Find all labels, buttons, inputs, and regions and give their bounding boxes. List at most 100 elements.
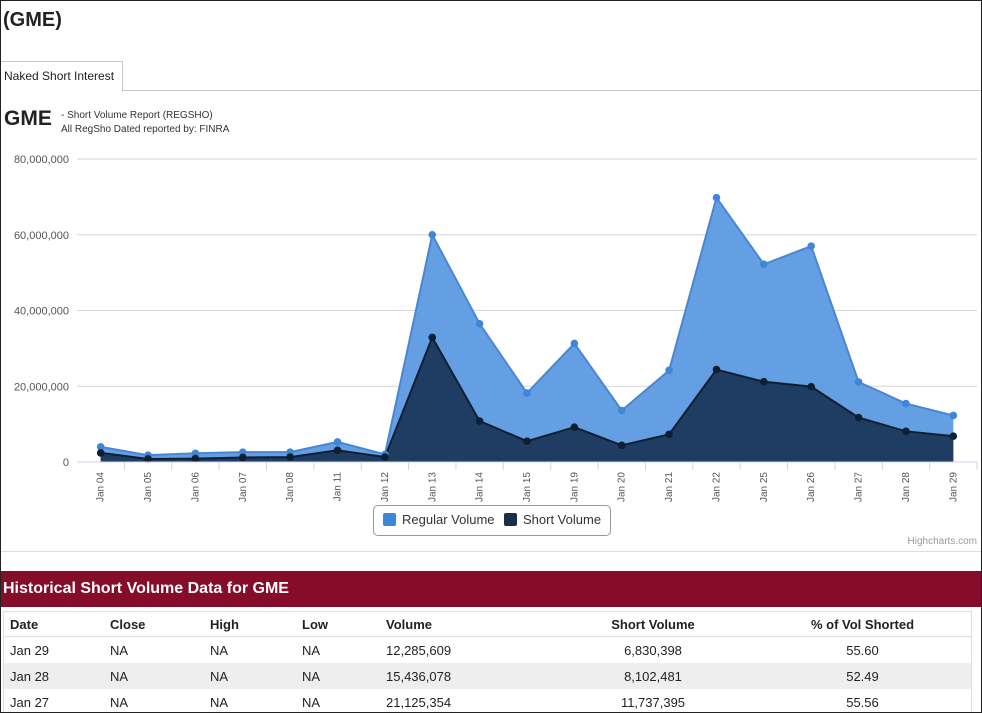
short-volume-point [523,437,531,445]
regular-volume-point [191,449,200,458]
chart-source: All RegSho Dated reported by: FINRA [61,124,230,135]
x-tick-label: Jan 28 [901,472,912,502]
cell-close: NA [110,694,129,710]
y-tick-label: 60,000,000 [14,230,69,242]
x-tick-label: Jan 21 [664,472,675,502]
x-tick-label: Jan 22 [711,472,722,502]
cell-pct-shorted: 52.49 [754,663,971,689]
col-header-high: High [204,612,296,637]
cell-date: Jan 28 [4,663,104,689]
chart-legend: Regular Volume Short Volume [373,505,611,536]
highcharts-credits[interactable]: Highcharts.com [907,536,977,547]
regular-volume-point [238,448,247,456]
cell-date: Jan 29 [10,642,50,658]
regular-volume-point [570,339,579,348]
legend-item-short-volume[interactable]: Short Volume [504,512,601,527]
regular-volume-point [333,438,342,446]
short-volume-point [712,365,721,374]
col-header-date: Date [4,612,104,637]
page-title: (GME) [3,9,62,31]
regular-volume-point [902,399,910,408]
short-volume-area [100,337,954,462]
col-header-volume: Volume [380,612,552,637]
cell-low: NA [296,663,380,689]
regular-volume-point [949,411,958,420]
x-tick-label: Jan 27 [854,472,865,502]
col-header-close: Close [104,612,204,637]
y-tick-label: 80,000,000 [14,154,69,166]
short-volume-point [96,449,105,457]
regular-volume-point [428,230,437,239]
short-volume-point [949,432,958,440]
x-tick-label: Jan 20 [617,472,628,502]
chart-container: GME - Short Volume Report (REGSHO) All R… [1,91,981,552]
short-volume-point [144,455,152,463]
legend-label-short: Short Volume [523,512,602,527]
x-tick-label: Jan 13 [427,472,438,502]
y-tick-label: 20,000,000 [14,381,69,393]
chart-symbol: GME [4,107,52,130]
cell-pct-shorted: 55.60 [846,642,879,658]
short-volume-point [665,430,673,439]
table-row: Jan 28 NA NA NA 15,436,078 8,102,481 52.… [4,663,971,689]
x-tick-label: Jan 07 [238,472,249,502]
short-volume-point [570,423,579,431]
x-tick-label: Jan 05 [143,472,154,502]
cell-volume: 21,125,354 [386,694,452,710]
x-tick-label: Jan 26 [806,472,817,502]
table-header-row: Date Close High Low Volume Short Volume … [4,612,971,637]
col-header-pct-shorted: % of Vol Shorted [754,612,971,637]
regular-volume-point [96,443,105,451]
x-tick-label: Jan 06 [190,472,201,502]
x-tick-label: Jan 04 [96,472,107,502]
col-header-low: Low [296,612,380,637]
col-header-short-volume: Short Volume [552,612,754,637]
regular-volume-point [854,378,863,386]
y-tick-label: 40,000,000 [14,306,69,318]
short-volume-point [475,417,484,425]
cell-high: NA [204,663,296,689]
table-title: Historical Short Volume Data for GME [1,571,981,607]
x-tick-label: Jan 29 [948,472,959,502]
cell-pct-shorted: 55.56 [846,694,879,710]
x-tick-label: Jan 12 [380,472,391,502]
x-tick-label: Jan 15 [522,472,533,502]
short-volume-point [617,441,626,450]
tab-naked-short-interest[interactable]: Naked Short Interest [1,61,124,92]
cell-close: NA [104,663,204,689]
regular-volume-point [475,319,484,328]
short-volume-point [902,427,910,436]
x-tick-label: Jan 25 [759,472,770,502]
chart-subtitle: - Short Volume Report (REGSHO) [61,110,213,121]
x-tick-label: Jan 11 [333,472,344,502]
x-tick-label: Jan 14 [475,472,486,502]
cell-low: NA [302,694,321,710]
short-volume-point [428,333,437,342]
legend-swatch-regular [383,513,396,526]
legend-swatch-short [504,513,517,526]
regular-volume-point [760,260,768,269]
short-volume-point [191,454,200,463]
regular-volume-point [617,406,626,415]
cell-short-volume: 11,737,395 [620,694,686,710]
short-volume-point [286,453,294,461]
short-volume-table: Date Close High Low Volume Short Volume … [3,611,972,712]
short-volume-point [381,453,389,461]
short-volume-point [807,382,816,391]
tab-bar: Naked Short Interest [1,61,981,92]
cell-volume: 15,436,078 [380,663,552,689]
cell-date: Jan 27 [10,694,50,710]
cell-close: NA [110,642,129,658]
cell-low: NA [302,642,321,658]
cell-short-volume: 6,830,398 [624,642,682,658]
legend-item-regular-volume[interactable]: Regular Volume [383,512,495,527]
area-chart: 0 20,000,000 40,000,000 60,000,000 80,000,00… [14,154,978,502]
table-row: Jan 29 NA NA NA 12,285,609 6,830,398 55.… [4,637,971,664]
cell-volume: 12,285,609 [386,642,452,658]
x-tick-label: Jan 19 [569,472,580,502]
legend-label-regular: Regular Volume [402,512,495,527]
cell-short-volume: 8,102,481 [552,663,754,689]
regular-volume-point [712,193,721,202]
regular-volume-point [807,242,816,250]
